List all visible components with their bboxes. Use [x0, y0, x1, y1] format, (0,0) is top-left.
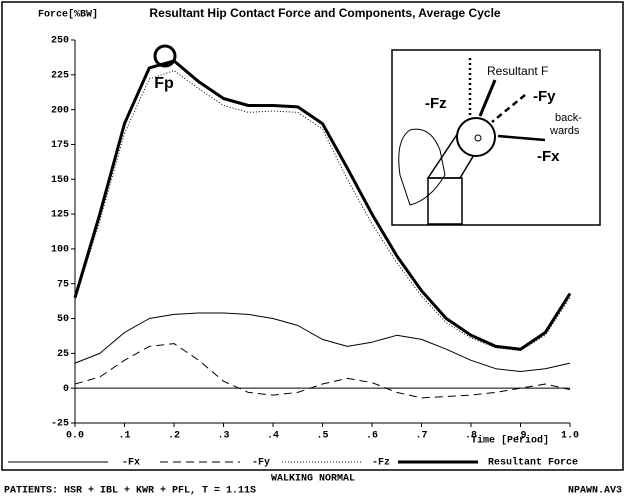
series-line — [75, 344, 570, 398]
y-tick-label: 225 — [51, 70, 69, 81]
x-tick-label: .6 — [366, 431, 378, 442]
legend-label: -Fx — [122, 458, 140, 469]
x-tick-label: .2 — [168, 431, 180, 442]
inset-label: back- — [555, 112, 582, 124]
chart: Resultant Hip Contact Force and Componen… — [0, 0, 627, 497]
footer-center: WALKING NORMAL — [271, 474, 355, 485]
y-tick-label: 75 — [57, 279, 69, 290]
inset-label: -Fy — [533, 88, 556, 105]
x-tick-label: .9 — [514, 431, 526, 442]
y-tick-label: 100 — [51, 245, 69, 256]
x-tick-label: .5 — [316, 431, 328, 442]
y-tick-label: 50 — [57, 314, 69, 325]
y-tick-label: 175 — [51, 140, 69, 151]
femoral-head — [457, 118, 495, 156]
series-line — [75, 313, 570, 372]
footer-right: NPAWN.AV3 — [568, 486, 622, 497]
x-tick-label: 1.0 — [561, 431, 579, 442]
y-tick-label: -25 — [51, 419, 69, 430]
x-tick-label: .7 — [415, 431, 427, 442]
inset-label: Resultant F — [487, 64, 548, 78]
legend-label: Resultant Force — [488, 457, 578, 469]
x-tick-label: .3 — [217, 431, 229, 442]
y-tick-label: 250 — [51, 36, 69, 47]
x-tick-label: 0.0 — [66, 431, 84, 442]
x-tick-label: .1 — [118, 431, 130, 442]
y-tick-label: 200 — [51, 105, 69, 116]
footer-left: PATIENTS: HSR + IBL + KWR + PFL, T = 1.1… — [4, 486, 256, 497]
legend-label: -Fz — [372, 458, 390, 469]
y-tick-label: 0 — [63, 384, 69, 395]
y-axis-label: Force[%BW] — [38, 9, 98, 21]
y-tick-label: 25 — [57, 349, 69, 360]
inset-label: -Fx — [537, 148, 560, 165]
x-tick-label: .4 — [267, 431, 279, 442]
chart-title: Resultant Hip Contact Force and Componen… — [149, 6, 501, 20]
legend-label: -Fy — [252, 458, 270, 469]
y-tick-label: 150 — [51, 175, 69, 186]
peak-label: Fp — [154, 75, 174, 92]
y-tick-label: 125 — [51, 210, 69, 221]
inset: -Fz Resultant F -Fy back- wards -Fx — [392, 50, 600, 225]
inset-label: -Fz — [425, 95, 447, 112]
x-tick-label: .8 — [465, 431, 477, 442]
x-axis-label: Time [Period] — [471, 435, 549, 447]
inset-label: wards — [549, 125, 580, 137]
